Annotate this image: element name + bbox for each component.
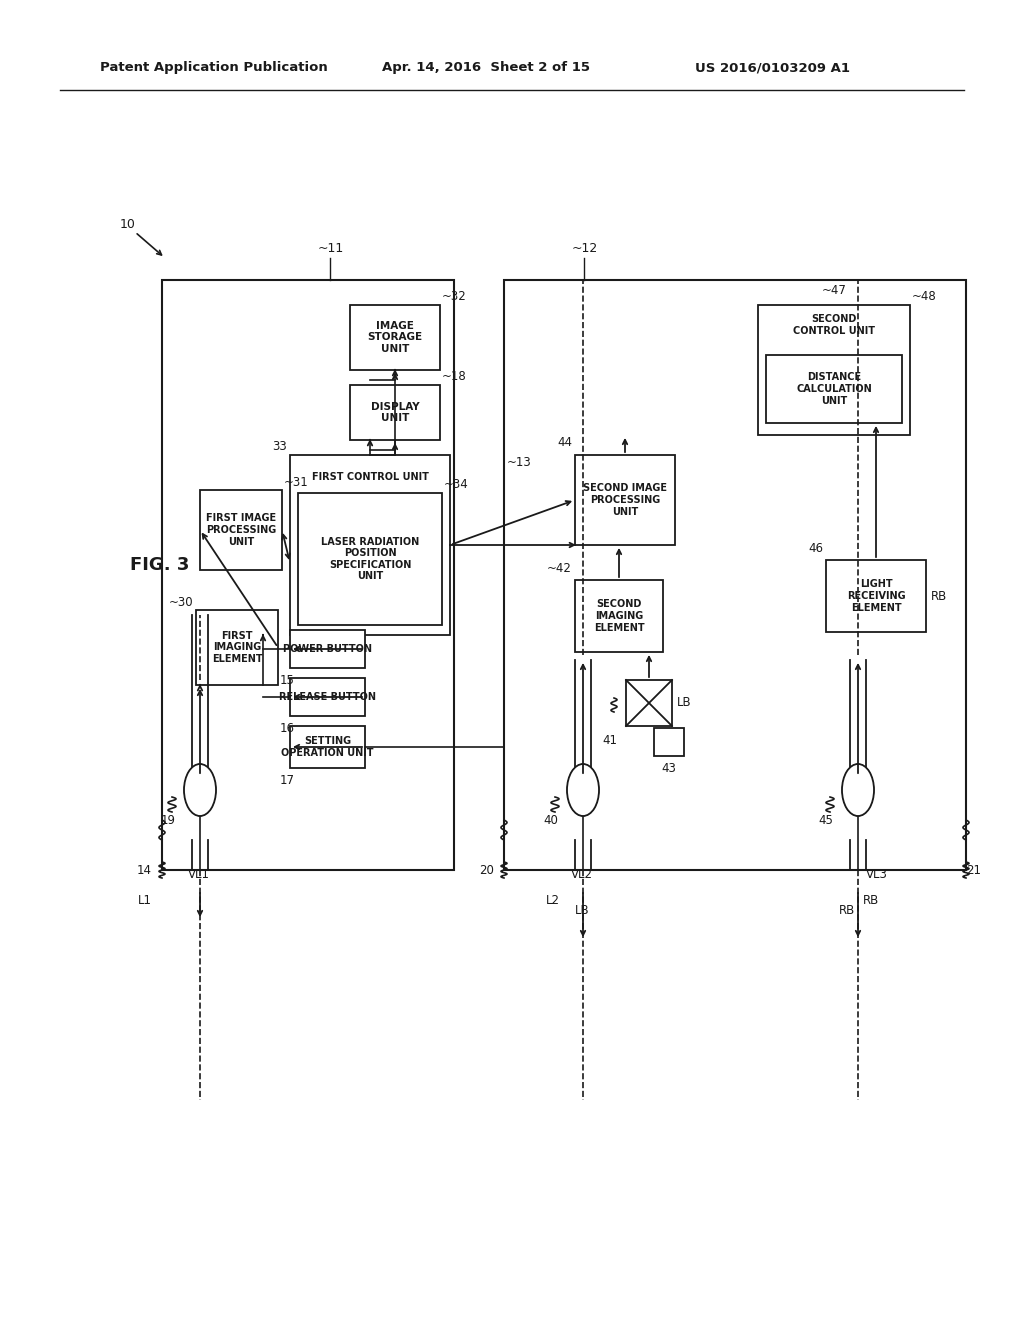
Text: ~12: ~12 [572,242,598,255]
Text: 33: 33 [272,441,287,454]
Text: RB: RB [931,590,947,602]
Text: L1: L1 [138,894,152,907]
Text: 15: 15 [280,673,295,686]
Bar [162,280,454,870]
Text: SECOND
IMAGING
ELEMENT: SECOND IMAGING ELEMENT [594,599,644,632]
Text: 44: 44 [557,437,572,450]
Ellipse shape [842,764,874,816]
Bar [290,455,450,635]
Text: 10: 10 [120,219,136,231]
Text: POWER BUTTON: POWER BUTTON [283,644,372,653]
Text: VL2: VL2 [571,869,593,882]
Text: 40: 40 [544,813,558,826]
Text: ~30: ~30 [168,595,193,609]
Text: LIGHT
RECEIVING
ELEMENT: LIGHT RECEIVING ELEMENT [847,579,905,612]
Text: ~34: ~34 [444,479,469,491]
Text: ~42: ~42 [547,561,572,574]
Bar [298,492,442,624]
Bar [290,678,365,715]
Text: DISPLAY
UNIT: DISPLAY UNIT [371,401,419,424]
Bar [766,355,902,422]
Text: ~32: ~32 [442,290,467,304]
Bar [575,579,663,652]
Text: 19: 19 [161,813,175,826]
Text: FIRST
IMAGING
ELEMENT: FIRST IMAGING ELEMENT [212,631,262,664]
Text: VL3: VL3 [866,869,888,882]
Text: 20: 20 [479,863,494,876]
Bar [654,729,684,756]
Text: DISTANCE
CALCULATION
UNIT: DISTANCE CALCULATION UNIT [796,372,871,405]
Bar [196,610,278,685]
Text: SECOND IMAGE
PROCESSING
UNIT: SECOND IMAGE PROCESSING UNIT [583,483,667,516]
Bar [350,385,440,440]
Text: VL1: VL1 [188,869,210,882]
Text: FIRST IMAGE
PROCESSING
UNIT: FIRST IMAGE PROCESSING UNIT [206,513,276,546]
Text: ~48: ~48 [912,290,937,304]
Text: LB: LB [677,697,691,710]
Text: L2: L2 [546,894,560,907]
Bar [575,455,675,545]
Text: SECOND
CONTROL UNIT: SECOND CONTROL UNIT [793,314,874,335]
Text: 45: 45 [818,813,834,826]
Text: Patent Application Publication: Patent Application Publication [100,62,328,74]
Bar [350,305,440,370]
Text: 21: 21 [966,863,981,876]
Text: RB: RB [863,894,880,907]
Text: ~18: ~18 [442,371,467,384]
Text: LB: LB [575,903,590,916]
Bar [826,560,926,632]
Text: 46: 46 [808,541,823,554]
Bar [626,680,672,726]
Text: 16: 16 [280,722,295,734]
Text: ~13: ~13 [507,455,531,469]
Text: 41: 41 [602,734,617,747]
Text: RB: RB [839,903,855,916]
Text: 17: 17 [280,774,295,787]
Text: FIG. 3: FIG. 3 [130,556,189,574]
Text: RELEASE BUTTON: RELEASE BUTTON [279,692,376,702]
Text: 43: 43 [662,762,677,775]
Text: US 2016/0103209 A1: US 2016/0103209 A1 [695,62,850,74]
Text: IMAGE
STORAGE
UNIT: IMAGE STORAGE UNIT [368,321,423,354]
Ellipse shape [567,764,599,816]
Ellipse shape [184,764,216,816]
Bar [290,630,365,668]
Bar [290,726,365,768]
Text: Apr. 14, 2016  Sheet 2 of 15: Apr. 14, 2016 Sheet 2 of 15 [382,62,590,74]
Bar [758,305,910,436]
Text: SETTING
OPERATION UNIT: SETTING OPERATION UNIT [282,737,374,758]
Text: ~47: ~47 [821,285,847,297]
Text: LASER RADIATION
POSITION
SPECIFICATION
UNIT: LASER RADIATION POSITION SPECIFICATION U… [321,537,419,581]
Text: 14: 14 [137,863,152,876]
Text: ~31: ~31 [284,475,309,488]
Bar [504,280,966,870]
Text: FIRST CONTROL UNIT: FIRST CONTROL UNIT [311,473,428,482]
Bar [200,490,282,570]
Text: ~11: ~11 [318,242,344,255]
